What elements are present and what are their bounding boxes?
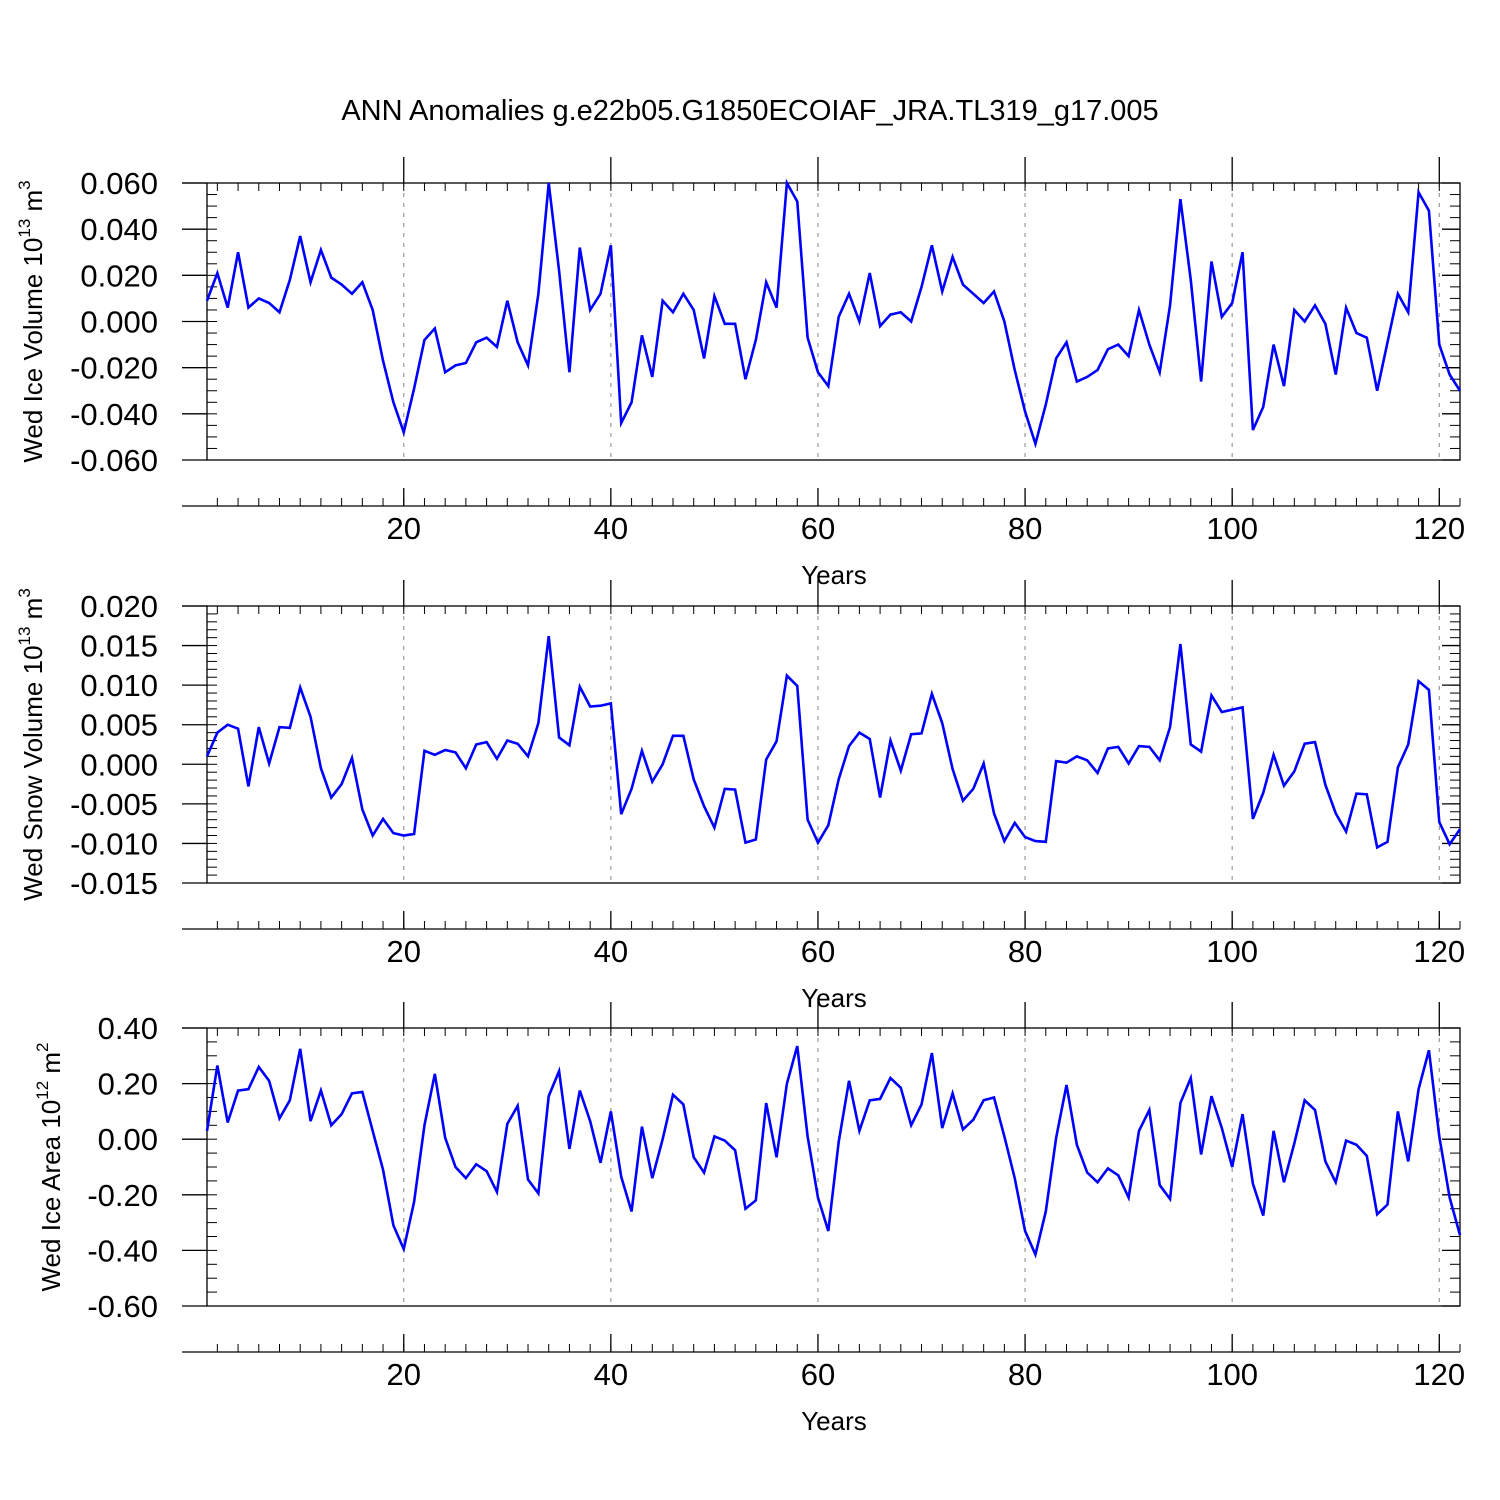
- x-tick-label-3: 80: [1008, 511, 1042, 546]
- x-tick-label-0: 20: [387, 511, 421, 546]
- panel-3: -0.60 -0.40 -0.20 0.00 0.20 0.40 20 40 60 80 100 12…: [33, 1002, 1465, 1436]
- panels: -0.060 -0.040 -0.020 0.000 0.020 0.040 0.060 20…: [15, 157, 1465, 1436]
- y-tick-label-4: 0.020: [80, 258, 158, 293]
- x-tick-label-5: 120: [1413, 511, 1465, 546]
- y-tick-label-5: 0.040: [80, 212, 158, 247]
- y-tick-label-2: -0.020: [70, 351, 158, 386]
- panel-2: -0.015 -0.010 -0.005 0.000 0.005 0.010 0.015 0.…: [15, 580, 1465, 1013]
- y-tick-label-2: -0.005: [70, 787, 158, 822]
- y-axis-label: Wed Ice Volume 1013 m3: [15, 180, 48, 462]
- y-tick-label-6: 0.015: [80, 629, 158, 664]
- x-tick-label-3: 80: [1008, 1357, 1042, 1392]
- y-tick-label-1: -0.40: [87, 1233, 158, 1268]
- x-tick-label-4: 100: [1206, 934, 1258, 969]
- x-tick-label-1: 40: [594, 1357, 628, 1392]
- series-line-0: [205, 178, 1462, 449]
- y-tick-label-1: -0.040: [70, 397, 158, 432]
- y-tick-label-0: -0.015: [70, 866, 158, 901]
- x-tick-label-2: 60: [801, 934, 835, 969]
- figure-title: ANN Anomalies g.e22b05.G1850ECOIAF_JRA.T…: [341, 95, 1158, 127]
- y-tick-label-1: -0.010: [70, 826, 158, 861]
- series-line-0: [205, 635, 1462, 850]
- x-tick-label-3: 80: [1008, 934, 1042, 969]
- y-axis-label: Wed Ice Area 1012 m2: [33, 1042, 66, 1291]
- y-axis-label: Wed Snow Volume 1013 m3: [15, 588, 48, 901]
- x-tick-label-2: 60: [801, 1357, 835, 1392]
- y-tick-label-3: 0.000: [80, 747, 158, 782]
- y-tick-label-6: 0.060: [80, 166, 158, 201]
- y-tick-label-2: -0.20: [87, 1178, 158, 1213]
- x-tick-label-0: 20: [387, 1357, 421, 1392]
- y-tick-label-3: 0.000: [80, 305, 158, 340]
- x-tick-label-4: 100: [1206, 511, 1258, 546]
- x-tick-label-1: 40: [594, 934, 628, 969]
- plot-frame: [206, 182, 1461, 461]
- plot-frame: [206, 605, 1461, 884]
- x-axis-label: Years: [801, 983, 867, 1013]
- y-tick-label-7: 0.020: [80, 589, 158, 624]
- y-tick-label-4: 0.20: [98, 1067, 158, 1102]
- y-tick-label-5: 0.010: [80, 668, 158, 703]
- x-axis-label: Years: [801, 1406, 867, 1436]
- x-tick-label-0: 20: [387, 934, 421, 969]
- x-tick-label-5: 120: [1413, 934, 1465, 969]
- x-tick-label-5: 120: [1413, 1357, 1465, 1392]
- y-tick-label-3: 0.00: [98, 1122, 158, 1157]
- y-tick-label-0: -0.060: [70, 443, 158, 478]
- y-tick-label-0: -0.60: [87, 1289, 158, 1324]
- panel-1: -0.060 -0.040 -0.020 0.000 0.020 0.040 0.060 20…: [15, 157, 1465, 590]
- plot-frame: [206, 1027, 1461, 1307]
- series-line-0: [205, 1045, 1462, 1259]
- y-tick-label-5: 0.40: [98, 1011, 158, 1046]
- x-axis-label: Years: [801, 560, 867, 590]
- x-tick-label-2: 60: [801, 511, 835, 546]
- y-tick-label-4: 0.005: [80, 708, 158, 743]
- x-tick-label-1: 40: [594, 511, 628, 546]
- x-tick-label-4: 100: [1206, 1357, 1258, 1392]
